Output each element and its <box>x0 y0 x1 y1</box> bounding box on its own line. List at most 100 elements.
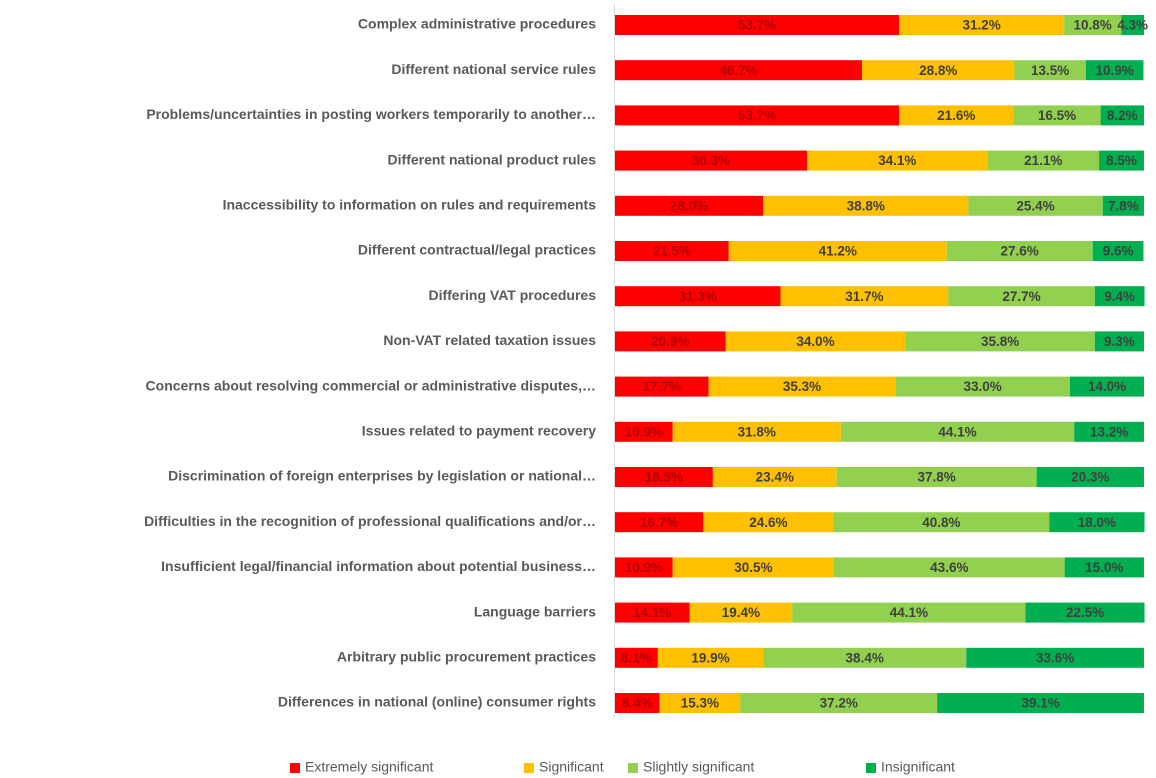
bar-segment <box>987 150 1100 171</box>
bar-segment <box>615 602 690 623</box>
bar-segment <box>1064 15 1122 35</box>
bar-segment <box>899 15 1065 35</box>
value-label: 18.5% <box>645 470 683 485</box>
bar-segment <box>672 557 835 578</box>
legend-label: Insignificant <box>881 759 955 775</box>
bar-segment <box>615 60 863 81</box>
value-label: 8.1% <box>621 650 652 665</box>
bar-segment <box>657 647 764 668</box>
bar-segment <box>615 647 658 668</box>
legend-label: Significant <box>539 759 604 775</box>
bar-segment <box>615 512 704 533</box>
value-label: 31.7% <box>845 289 883 304</box>
bar-segment <box>615 421 673 442</box>
bar-segment <box>905 331 1095 352</box>
bar-segment <box>1100 105 1144 126</box>
value-label: 31.2% <box>962 18 1000 33</box>
value-label: 10.8% <box>1074 18 1112 33</box>
value-label: 9.3% <box>1104 334 1135 349</box>
category-label: Issues related to payment recovery <box>362 423 596 439</box>
bar-segment <box>834 557 1065 578</box>
value-label: 38.4% <box>846 650 884 665</box>
bar-segment <box>1121 15 1144 35</box>
value-label: 24.6% <box>749 515 787 530</box>
value-label: 43.6% <box>930 560 968 575</box>
category-label: Problems/uncertainties in posting worker… <box>146 106 596 122</box>
bar-segment <box>615 467 713 487</box>
bar-segment <box>899 105 1014 126</box>
value-label: 39.1% <box>1021 696 1059 711</box>
bar-segment <box>1049 512 1145 533</box>
value-label: 40.8% <box>922 515 960 530</box>
bar-segment <box>740 693 938 713</box>
value-label: 37.2% <box>820 696 858 711</box>
value-label: 28.8% <box>919 63 957 78</box>
value-label: 53.7% <box>738 108 776 123</box>
bar-segment <box>937 693 1144 713</box>
value-label: 34.1% <box>878 153 916 168</box>
value-label: 10.9% <box>625 424 663 439</box>
bar-segment <box>833 512 1050 533</box>
bar-segment <box>836 467 1037 487</box>
legend-label: Slightly significant <box>643 759 754 775</box>
value-label: 17.7% <box>643 379 681 394</box>
bar-segment <box>615 331 726 352</box>
category-label: Differences in national (online) consume… <box>278 694 596 710</box>
category-label: Difficulties in the recognition of profe… <box>144 513 596 529</box>
category-label: Different national product rules <box>388 151 597 167</box>
bar-segment <box>615 286 781 307</box>
legend-label: Extremely significant <box>305 759 433 775</box>
value-label: 8.2% <box>1107 108 1138 123</box>
value-label: 37.8% <box>917 470 955 485</box>
bar-segment <box>1094 331 1144 352</box>
bar-segment <box>615 105 900 126</box>
value-label: 9.4% <box>1104 289 1135 304</box>
bar-segment <box>862 60 1015 81</box>
legend-swatch <box>628 763 638 773</box>
bar-segment <box>615 376 709 397</box>
category-label: Different national service rules <box>391 61 596 77</box>
category-label: Insufficient legal/financial information… <box>161 558 596 574</box>
value-label: 21.5% <box>653 244 691 259</box>
category-label: Arbitrary public procurement practices <box>337 649 596 665</box>
bar-segment <box>708 376 896 397</box>
bar-segment <box>703 512 834 533</box>
value-label: 10.9% <box>1095 63 1133 78</box>
value-label: 35.8% <box>981 334 1019 349</box>
value-label: 28.0% <box>670 198 708 213</box>
bar-segment <box>1102 195 1144 216</box>
bar-segment <box>689 602 793 623</box>
bar-segment <box>807 150 988 171</box>
bar-segment <box>615 693 660 713</box>
category-label: Complex administrative procedures <box>358 16 596 32</box>
bar-segment <box>946 241 1093 261</box>
bar-segment <box>1036 467 1144 487</box>
bar-segment <box>1014 60 1086 81</box>
value-label: 16.7% <box>640 515 678 530</box>
category-label: Non-VAT related taxation issues <box>383 332 596 348</box>
value-label: 15.0% <box>1085 560 1123 575</box>
value-label: 18.0% <box>1078 515 1116 530</box>
value-label: 27.6% <box>1001 244 1039 259</box>
value-label: 16.5% <box>1038 108 1076 123</box>
value-label: 8.5% <box>1106 153 1137 168</box>
value-label: 31.8% <box>738 424 776 439</box>
bar-segment <box>725 331 906 352</box>
bar-segment <box>1092 241 1144 261</box>
value-label: 19.4% <box>722 605 760 620</box>
value-label: 20.3% <box>1071 470 1109 485</box>
category-label: Concerns about resolving commercial or a… <box>146 377 596 393</box>
bar-segment <box>615 15 900 35</box>
category-label: Different contractual/legal practices <box>358 242 596 258</box>
bar-segment <box>1064 557 1144 578</box>
value-label: 8.4% <box>622 696 653 711</box>
value-label: 44.1% <box>890 605 928 620</box>
value-label: 35.3% <box>783 379 821 394</box>
bar-segment <box>1094 286 1145 307</box>
bar-segment <box>966 647 1144 668</box>
value-label: 10.9% <box>625 560 663 575</box>
category-label: Discrimination of foreign enterprises by… <box>168 468 596 484</box>
value-label: 53.7% <box>738 18 776 33</box>
bar-segment <box>1099 150 1144 171</box>
